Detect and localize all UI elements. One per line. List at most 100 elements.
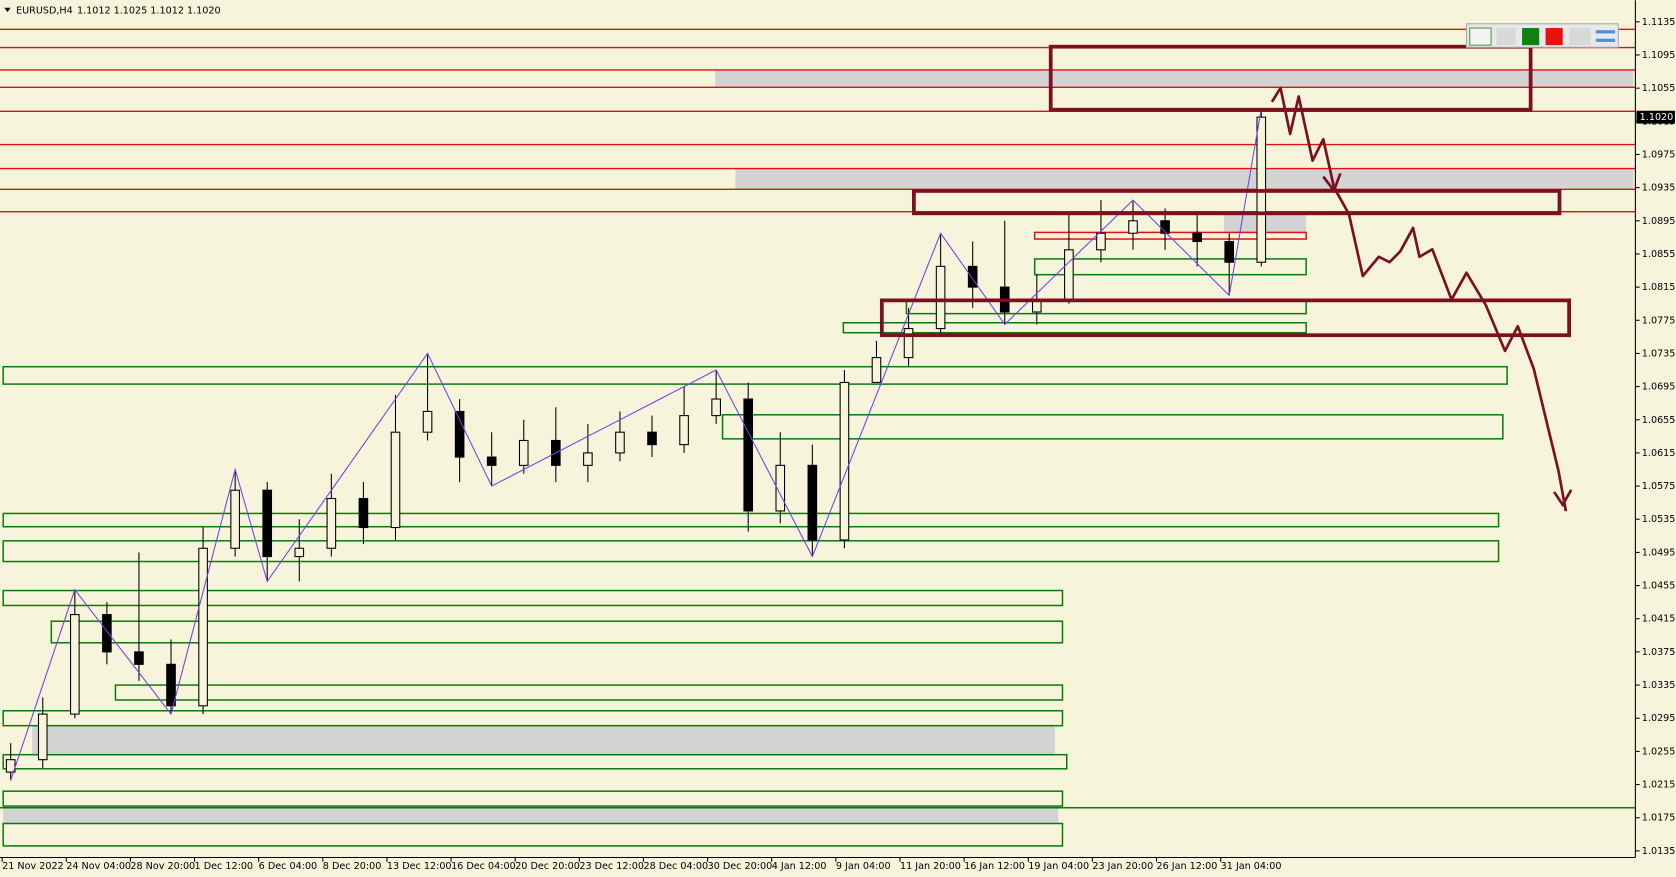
y-tick-label: 1.0215 — [1642, 780, 1676, 791]
x-tick-label: 1 Dec 12:00 — [195, 861, 254, 872]
candle-body — [70, 614, 80, 715]
toolbar-button[interactable] — [1595, 30, 1616, 34]
y-tick-label: 1.0495 — [1642, 547, 1676, 558]
toolbar-button[interactable] — [1545, 28, 1563, 46]
candle-body — [358, 497, 369, 529]
candle-body — [37, 713, 48, 761]
x-tick-label: 8 Dec 20:00 — [323, 861, 382, 872]
candle-body — [390, 431, 401, 529]
y-tick-label: 1.0655 — [1642, 415, 1676, 426]
key-box — [912, 189, 1562, 216]
ohlc-text: 1.1012 1.1025 1.1012 1.1020 — [77, 5, 221, 16]
y-tick-label: 1.0335 — [1642, 680, 1676, 691]
y-tick-label: 1.0695 — [1642, 382, 1676, 393]
candle-body — [1224, 240, 1235, 263]
y-tick-label: 1.0375 — [1642, 647, 1676, 658]
y-tick-label: 1.0455 — [1642, 581, 1676, 592]
y-tick-label: 1.1055 — [1642, 83, 1676, 94]
x-tick-label: 4 Jan 12:00 — [772, 861, 827, 872]
candle-body — [903, 328, 914, 359]
x-tick-label: 26 Jan 12:00 — [1157, 861, 1218, 872]
x-tick-label: 16 Jan 12:00 — [964, 861, 1025, 872]
green-zone — [2, 512, 1500, 528]
x-tick-label: 9 Jan 04:00 — [836, 861, 891, 872]
candle-body — [5, 759, 16, 773]
x-tick-label: 6 Dec 04:00 — [259, 861, 318, 872]
green-zone — [2, 753, 1068, 770]
gray-zone — [735, 168, 1634, 190]
gray-zone — [715, 69, 1634, 88]
y-tick-label: 1.1135 — [1642, 17, 1676, 28]
green-zone — [2, 589, 1064, 607]
toolbar-button[interactable] — [1522, 28, 1540, 46]
candle-body — [807, 464, 818, 541]
red-zone — [1033, 231, 1307, 240]
y-tick-label: 1.0135 — [1642, 846, 1676, 857]
x-tick-label: 21 Nov 2022 — [2, 861, 64, 872]
candle-body — [871, 357, 882, 383]
candle-body — [775, 464, 786, 512]
candle-body — [230, 489, 240, 549]
candle-body — [839, 381, 850, 541]
current-price-box — [1636, 110, 1675, 124]
candle-body — [518, 439, 529, 466]
candle-body — [134, 651, 144, 665]
candle-body — [679, 415, 689, 446]
toolbar[interactable] — [1465, 23, 1619, 48]
x-tick-label: 24 Nov 04:00 — [66, 861, 131, 872]
gray-zone — [32, 726, 1055, 755]
key-box — [1048, 44, 1533, 112]
green-zone — [842, 322, 1307, 334]
symbol-title: EURUSD,H4 — [16, 5, 73, 16]
candle-body — [102, 614, 112, 653]
candle-body — [647, 431, 657, 446]
x-tick-label: 16 Dec 04:00 — [451, 861, 516, 872]
candle-body — [743, 398, 754, 512]
green-zone — [721, 414, 1504, 440]
x-tick-label: 28 Nov 20:00 — [130, 861, 195, 872]
arrow-head — [1553, 489, 1573, 508]
arrow-head — [1322, 172, 1342, 194]
y-tick-label: 1.0935 — [1642, 183, 1676, 194]
candle-body — [1064, 249, 1074, 301]
green-zone — [2, 822, 1064, 847]
x-tick-label: 11 Jan 20:00 — [900, 861, 961, 872]
y-tick-label: 1.0815 — [1642, 282, 1676, 293]
candle-body — [486, 456, 497, 466]
x-tick-label: 30 Dec 20:00 — [708, 861, 773, 872]
candle-body — [615, 431, 625, 454]
y-tick-label: 1.0255 — [1642, 746, 1676, 757]
y-tick-label: 1.0575 — [1642, 481, 1676, 492]
x-tick-label: 20 Dec 20:00 — [515, 861, 580, 872]
green-zone — [2, 710, 1064, 727]
candle-body — [711, 398, 721, 417]
toolbar-button[interactable] — [1496, 28, 1516, 46]
y-tick-label: 1.0975 — [1642, 149, 1676, 160]
x-tick-label: 23 Jan 20:00 — [1092, 861, 1153, 872]
candle-body — [1128, 220, 1138, 234]
y-tick-label: 1.0535 — [1642, 514, 1676, 525]
candle-body — [294, 547, 305, 558]
green-zone — [2, 365, 1508, 385]
toolbar-button[interactable] — [1469, 27, 1492, 46]
candle-body — [1096, 232, 1106, 251]
candle-body — [326, 497, 337, 549]
y-tick-label: 1.0775 — [1642, 315, 1676, 326]
menu-arrow[interactable] — [4, 7, 11, 13]
zigzag — [10, 108, 1262, 781]
y-tick-label: 1.0735 — [1642, 348, 1676, 359]
x-tick-label: 28 Dec 04:00 — [643, 861, 708, 872]
green-zone — [114, 684, 1064, 701]
projection-path — [1270, 86, 1568, 512]
current-price-label: 1.1020 — [1640, 112, 1674, 123]
x-tick-label: 13 Dec 12:00 — [387, 861, 452, 872]
toolbar-button[interactable] — [1595, 38, 1616, 42]
y-tick-label: 1.1095 — [1642, 50, 1676, 61]
candle-body — [967, 265, 978, 288]
key-box — [879, 298, 1571, 338]
candle-body — [583, 452, 593, 466]
candle-body — [1192, 232, 1202, 243]
x-tick-label: 19 Jan 04:00 — [1028, 861, 1089, 872]
toolbar-button[interactable] — [1569, 28, 1591, 46]
